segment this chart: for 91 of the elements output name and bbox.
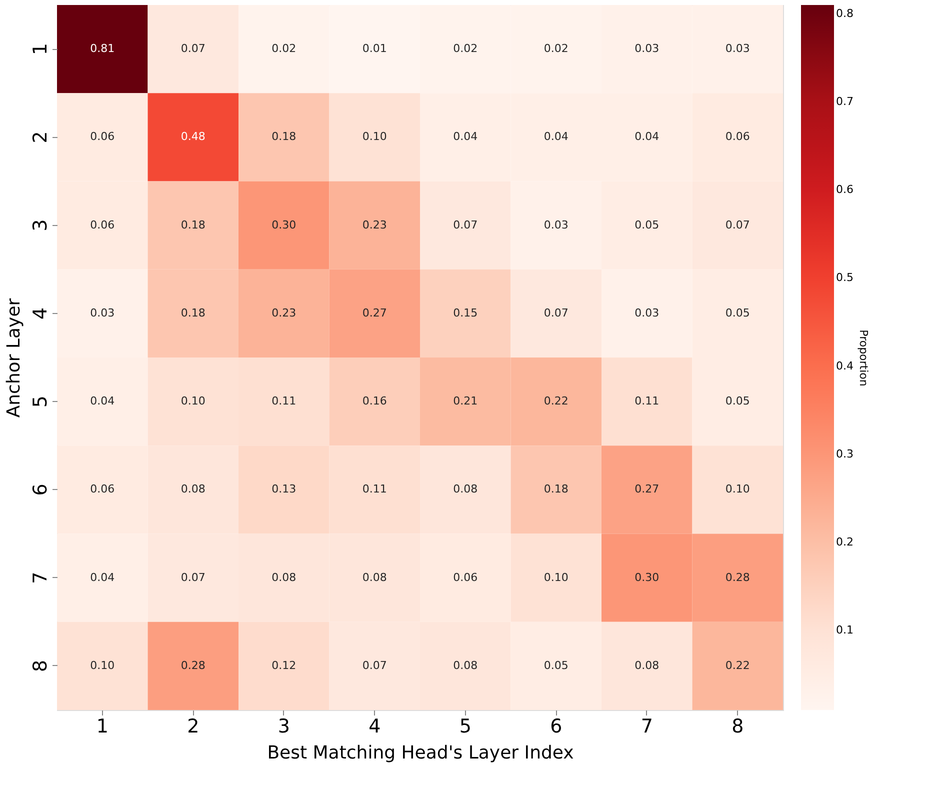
data-label: 0.11 bbox=[362, 482, 387, 496]
data-label: 0.81 bbox=[90, 42, 115, 56]
data-label: 0.05 bbox=[725, 394, 750, 408]
data-label: 0.23 bbox=[362, 218, 387, 232]
y-axis-title: Anchor Layer bbox=[4, 298, 24, 418]
data-label: 0.03 bbox=[634, 42, 660, 56]
y-tick-label: 5 bbox=[30, 396, 52, 408]
data-label: 0.05 bbox=[544, 658, 568, 672]
data-label: 0.04 bbox=[453, 130, 478, 144]
y-tick-label: 4 bbox=[30, 307, 52, 320]
x-tick-label: 8 bbox=[732, 716, 744, 738]
data-label: 0.48 bbox=[180, 130, 206, 144]
data-label: 0.01 bbox=[362, 42, 387, 56]
data-label: 0.11 bbox=[634, 394, 660, 408]
data-label: 0.08 bbox=[272, 570, 296, 584]
data-label: 0.02 bbox=[544, 42, 568, 56]
color-bar-label: 0.8 bbox=[836, 6, 854, 20]
data-label: 0.03 bbox=[634, 306, 660, 320]
data-label: 0.15 bbox=[453, 306, 478, 320]
x-tick-label: 3 bbox=[278, 716, 290, 738]
data-label: 0.07 bbox=[362, 658, 387, 672]
data-label: 0.03 bbox=[90, 306, 115, 320]
color-bar-label: 0.1 bbox=[836, 624, 854, 637]
data-label: 0.30 bbox=[272, 218, 296, 232]
data-label: 0.13 bbox=[272, 482, 296, 496]
data-label: 0.27 bbox=[634, 482, 660, 496]
data-label: 0.02 bbox=[453, 42, 478, 56]
data-label: 0.02 bbox=[272, 42, 296, 56]
data-label: 0.18 bbox=[272, 130, 296, 144]
data-label: 0.04 bbox=[90, 394, 115, 408]
data-label: 0.08 bbox=[634, 658, 660, 672]
data-label: 0.18 bbox=[544, 482, 568, 496]
data-label: 0.04 bbox=[634, 130, 660, 144]
color-bar-label: 0.2 bbox=[836, 536, 854, 549]
x-tick-label: 7 bbox=[640, 716, 653, 738]
data-label: 0.04 bbox=[544, 130, 568, 144]
data-label: 0.28 bbox=[725, 570, 750, 584]
data-label: 0.07 bbox=[544, 306, 568, 320]
data-label: 0.22 bbox=[544, 394, 568, 408]
data-label: 0.27 bbox=[362, 306, 387, 320]
data-label: 0.06 bbox=[90, 218, 115, 232]
data-label: 0.16 bbox=[362, 394, 387, 408]
data-label: 0.18 bbox=[180, 218, 206, 232]
data-label: 0.07 bbox=[725, 218, 750, 232]
y-tick-label: 8 bbox=[30, 660, 52, 672]
data-label: 0.03 bbox=[544, 218, 568, 232]
data-label: 0.30 bbox=[634, 570, 660, 584]
data-label: 0.10 bbox=[725, 482, 750, 496]
data-label: 0.11 bbox=[272, 394, 296, 408]
data-label: 0.05 bbox=[725, 306, 750, 320]
color-bar-label: 0.4 bbox=[836, 359, 854, 372]
data-label: 0.21 bbox=[453, 394, 478, 408]
x-tick-label: 2 bbox=[187, 716, 200, 738]
x-axis-title: Best Matching Head's Layer Index bbox=[267, 742, 574, 764]
data-label: 0.08 bbox=[362, 570, 387, 584]
color-bar-label: 0.3 bbox=[836, 447, 854, 460]
data-label: 0.08 bbox=[453, 482, 478, 496]
data-label: 0.18 bbox=[180, 306, 206, 320]
y-tick-label: 6 bbox=[30, 484, 52, 496]
y-tick-label: 7 bbox=[30, 572, 52, 584]
data-label: 0.07 bbox=[180, 570, 206, 584]
data-label: 0.23 bbox=[272, 306, 296, 320]
y-tick-label: 2 bbox=[30, 131, 52, 144]
color-bar-label: 0.6 bbox=[836, 183, 854, 196]
data-label: 0.22 bbox=[725, 658, 750, 672]
data-label: 0.07 bbox=[453, 218, 478, 232]
data-label: 0.10 bbox=[362, 130, 387, 144]
x-tick-label: 4 bbox=[368, 716, 381, 738]
data-label: 0.06 bbox=[453, 570, 478, 584]
color-bar-title: Proportion bbox=[857, 330, 870, 386]
data-label: 0.12 bbox=[272, 658, 296, 672]
data-label: 0.07 bbox=[180, 42, 206, 56]
x-tick-label: 6 bbox=[550, 716, 562, 738]
x-tick-label: 5 bbox=[459, 716, 472, 738]
data-label: 0.06 bbox=[725, 130, 750, 144]
data-label: 0.06 bbox=[90, 130, 115, 144]
data-label: 0.03 bbox=[725, 42, 750, 56]
y-tick-label: 1 bbox=[30, 43, 52, 56]
x-tick-label: 1 bbox=[96, 716, 108, 738]
color-bar-label: 0.5 bbox=[836, 271, 854, 284]
y-tick-label: 3 bbox=[30, 219, 52, 232]
color-bar-label: 0.7 bbox=[836, 94, 854, 108]
data-label: 0.08 bbox=[453, 658, 478, 672]
data-label: 0.05 bbox=[634, 218, 660, 232]
data-label: 0.06 bbox=[90, 482, 115, 496]
data-label: 0.10 bbox=[544, 570, 568, 584]
data-label: 0.04 bbox=[90, 570, 115, 584]
data-label: 0.10 bbox=[180, 394, 206, 408]
data-label: 0.10 bbox=[90, 658, 115, 672]
data-label: 0.08 bbox=[180, 482, 206, 496]
data-label: 0.28 bbox=[180, 658, 206, 672]
